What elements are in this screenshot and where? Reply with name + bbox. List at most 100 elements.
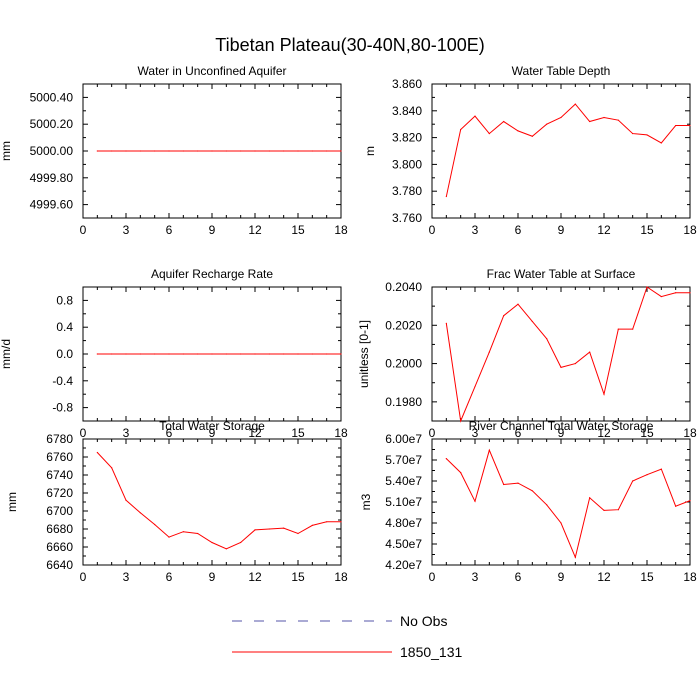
data-point [488,132,490,135]
x-tick-label: 6 [515,426,522,440]
x-tick-label: 12 [597,570,611,584]
y-axis-label: m3 [359,493,373,510]
data-point [474,385,476,388]
data-point [488,351,490,353]
y-tick-label: 5000.00 [30,144,74,158]
x-tick-label: 0 [429,426,436,440]
data-point [268,528,270,530]
y-tick-label: 3.760 [392,211,422,225]
data-point [546,504,548,506]
data-point [445,458,447,460]
data-point [503,120,505,123]
data-point [675,292,677,294]
data-point [460,128,462,131]
plot-frame [431,286,691,422]
data-point [689,292,691,294]
data-point [125,150,127,152]
x-tick-label: 9 [209,426,216,440]
series-line-1850-131 [445,286,690,423]
data-point [254,150,256,152]
data-point [96,353,98,355]
data-point [531,320,533,323]
panel-title: Total Water Storage [159,419,265,433]
y-tick-label: 6660 [46,540,73,554]
data-point [283,150,285,152]
plot-frame [431,83,691,219]
data-point [632,328,634,330]
data-point [632,132,634,135]
data-point [211,150,213,152]
data-point [517,482,519,484]
data-point [154,353,156,355]
x-tick-label: 15 [640,570,654,584]
data-point [445,322,447,324]
x-tick-label: 0 [429,223,436,237]
y-tick-label: 6780 [46,432,73,446]
data-point [574,556,576,558]
data-point [225,353,227,355]
plot-frame [431,438,691,566]
x-tick-label: 6 [166,223,173,237]
data-point [225,548,227,550]
x-tick-label: 15 [291,223,305,237]
data-point [560,116,562,119]
y-axis-label: mm [5,492,19,512]
x-tick-label: 15 [291,426,305,440]
data-point [297,353,299,355]
y-tick-label: 0.8 [56,293,73,307]
panel-1: Water in Unconfined Aquifer 0 3 6 9 12 15 18 499… [0,64,348,237]
data-point [603,509,605,511]
y-tick-label: 3.800 [392,157,422,171]
data-point [531,135,533,137]
data-point [460,420,462,422]
x-tick-label: 12 [248,426,262,440]
data-point [675,124,677,127]
x-tick-label: 3 [123,223,130,237]
x-tick-label: 6 [515,223,522,237]
data-point [474,500,476,502]
y-tick-label: 4.50e7 [385,537,422,551]
y-tick-label: 4.80e7 [385,516,422,530]
x-tick-label: 6 [166,570,173,584]
data-point [268,150,270,152]
data-point [240,353,242,355]
data-point [125,353,127,355]
data-point [197,532,199,535]
data-point [617,119,619,121]
x-tick-label: 18 [334,570,348,584]
y-tick-label: 0.4 [56,320,73,334]
data-point [675,505,677,507]
data-point [546,123,548,125]
data-point [168,150,170,152]
panel-title: Frac Water Table at Surface [487,267,636,281]
y-tick-label: 5000.40 [30,90,74,104]
data-point [240,541,242,544]
data-point [297,150,299,152]
y-tick-label: 6740 [46,468,73,482]
y-axis-label: m [363,146,377,156]
x-tick-label: 9 [558,426,565,440]
y-axis-label: unitless [0-1] [357,320,371,388]
data-point [689,500,691,502]
x-tick-label: 6 [166,426,173,440]
data-point [254,353,256,355]
x-tick-label: 18 [334,223,348,237]
data-point [517,130,519,132]
x-tick-label: 15 [640,426,654,440]
data-point [111,467,113,469]
data-point [139,512,141,514]
data-point [517,303,519,305]
y-axis-label: mm/d [0,339,13,369]
y-tick-label: 6640 [46,558,73,572]
data-point [646,134,648,136]
y-axis-label: mm [0,141,13,161]
panel-title: Water in Unconfined Aquifer [138,64,287,78]
x-tick-label: 12 [248,223,262,237]
data-point [254,529,256,531]
series-line-1850-131 [445,103,690,197]
data-point [460,472,462,474]
data-point [589,497,591,499]
data-point [340,521,342,523]
data-point [326,521,328,523]
data-point [96,451,98,454]
